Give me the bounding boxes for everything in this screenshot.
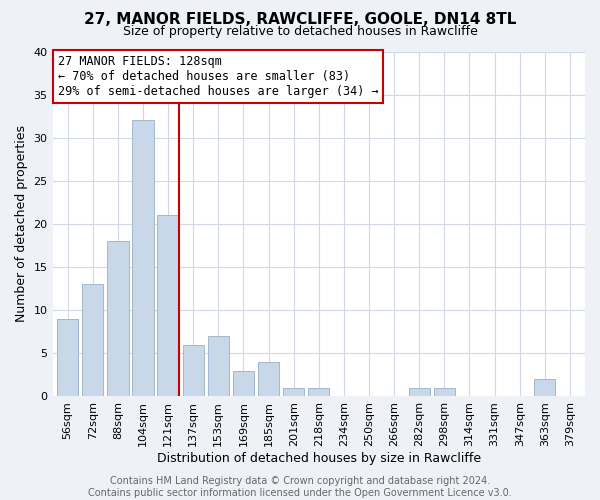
Y-axis label: Number of detached properties: Number of detached properties <box>15 126 28 322</box>
Bar <box>132 120 154 396</box>
X-axis label: Distribution of detached houses by size in Rawcliffe: Distribution of detached houses by size … <box>157 452 481 465</box>
Text: 27, MANOR FIELDS, RAWCLIFFE, GOOLE, DN14 8TL: 27, MANOR FIELDS, RAWCLIFFE, GOOLE, DN14… <box>84 12 516 28</box>
Text: Size of property relative to detached houses in Rawcliffe: Size of property relative to detached ho… <box>122 25 478 38</box>
Bar <box>57 319 78 396</box>
Bar <box>283 388 304 396</box>
Text: 27 MANOR FIELDS: 128sqm
← 70% of detached houses are smaller (83)
29% of semi-de: 27 MANOR FIELDS: 128sqm ← 70% of detache… <box>58 55 379 98</box>
Bar <box>233 370 254 396</box>
Bar <box>182 344 204 397</box>
Bar <box>208 336 229 396</box>
Text: Contains HM Land Registry data © Crown copyright and database right 2024.
Contai: Contains HM Land Registry data © Crown c… <box>88 476 512 498</box>
Bar <box>157 216 179 396</box>
Bar <box>107 241 128 396</box>
Bar <box>82 284 103 397</box>
Bar <box>534 379 556 396</box>
Bar <box>409 388 430 396</box>
Bar <box>258 362 279 396</box>
Bar <box>434 388 455 396</box>
Bar <box>308 388 329 396</box>
